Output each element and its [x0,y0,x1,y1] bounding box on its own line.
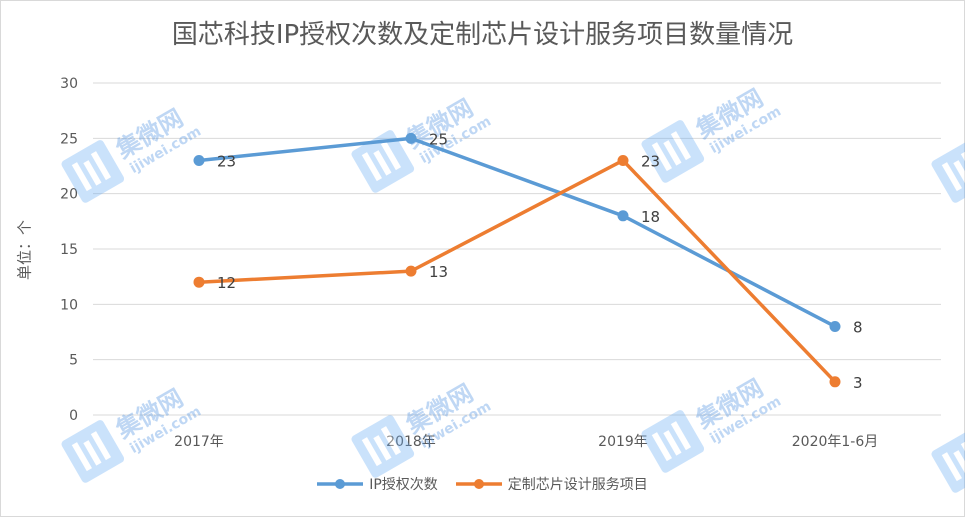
legend: IP授权次数 定制芯片设计服务项目 [0,474,965,494]
y-tick-label: 5 [69,353,78,369]
data-label: 25 [429,130,448,148]
x-tick-label: 2017年 [174,434,224,450]
legend-label: 定制芯片设计服务项目 [507,477,648,493]
legend-item: 定制芯片设计服务项目 [455,474,648,494]
x-tick-label: 2020年1-6月 [792,434,879,450]
data-label: 18 [641,208,660,226]
data-point [617,154,629,166]
series-line-0 [198,136,836,329]
chart-title: 国芯科技IP授权次数及定制芯片设计服务项目数量情况 [171,20,794,50]
data-label: 12 [217,274,236,292]
y-tick-label: 0 [69,408,78,424]
x-tick-label: 2018年 [386,434,436,450]
legend-marker [317,479,364,489]
series-line-1 [198,158,837,384]
data-label: 13 [429,263,448,281]
legend-marker [455,479,502,489]
y-tick-label: 30 [60,76,78,92]
data-point [617,210,629,222]
data-point [193,154,205,166]
x-tick-label: 2019年 [598,434,648,450]
data-label: 8 [853,318,863,336]
y-tick-label: 25 [60,131,78,147]
data-label: 23 [217,152,236,170]
data-label: 23 [641,152,660,170]
data-point [405,132,417,144]
data-point [829,320,841,332]
data-point [405,265,417,277]
data-point [829,376,841,388]
y-tick-label: 15 [60,242,78,258]
data-point [193,276,205,288]
y-tick-label: 10 [60,297,78,313]
legend-label: IP授权次数 [369,477,438,493]
legend-item: IP授权次数 [317,474,438,494]
y-tick-label: 20 [60,187,78,203]
data-label: 3 [853,374,863,392]
